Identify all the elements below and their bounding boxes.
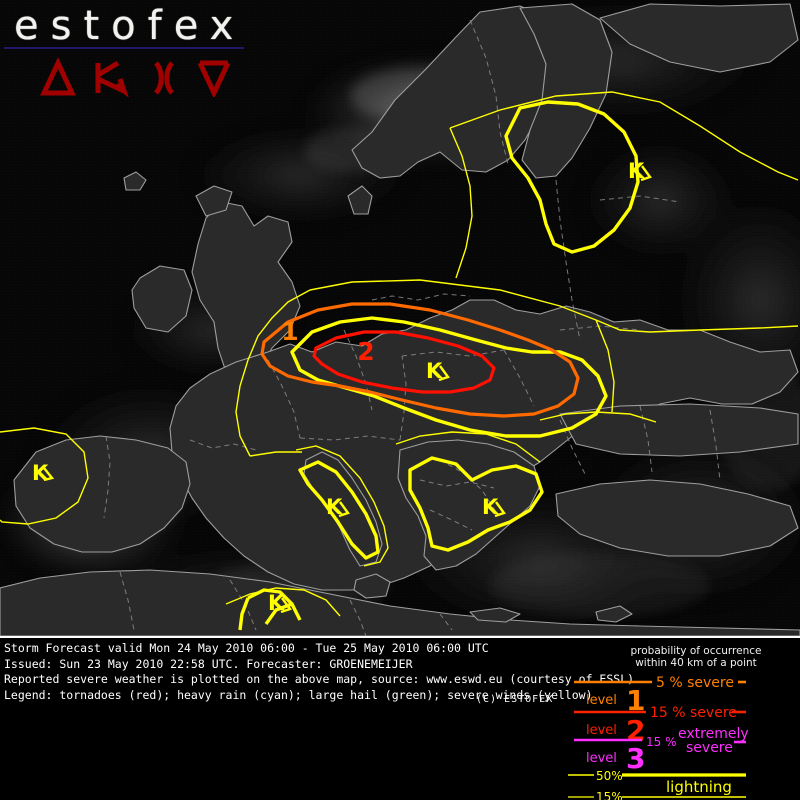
footer-panel: Storm Forecast valid Mon 24 May 2010 06:… [0, 638, 800, 800]
hourglass-symbol [153, 61, 175, 95]
storm-report-markers: K K K K K [32, 159, 652, 615]
legend-entry-level-3[interactable]: 15 % extremely severe level 3 [574, 726, 749, 775]
svg-text:K: K [426, 359, 443, 383]
level-2-label-text: level [586, 723, 617, 738]
map-canvas[interactable]: 1 2 K K K K [0, 0, 800, 636]
level-1-contour [260, 302, 580, 418]
marker-north-africa[interactable]: K [268, 591, 292, 615]
legend-title-line1: probability of occurrence [630, 645, 761, 657]
legend-panel: probability of occurrence within 40 km o… [556, 640, 800, 800]
map-graphics: 1 2 K K K K [0, 0, 800, 636]
logo-symbol-row [40, 57, 231, 97]
level-1-number: 1 [626, 684, 645, 717]
lightning-50-label: 50% [596, 769, 623, 783]
lightning-50-contours [238, 100, 640, 631]
legend-graphics: probability of occurrence within 40 km o… [568, 645, 762, 800]
legend-title-line2: within 40 km of a point [635, 657, 757, 669]
marker-central-europe[interactable]: K [426, 359, 450, 383]
copyright-notice: (C) ESTOFEX [476, 694, 554, 705]
level-2-label: 2 [357, 337, 374, 366]
level-1-label-text: level [586, 693, 617, 708]
legend-entry-level-1[interactable]: 5 % severe level 1 [574, 675, 746, 717]
marker-balkans[interactable]: K [482, 495, 506, 519]
forecast-validity-line: Storm Forecast valid Mon 24 May 2010 06:… [4, 641, 489, 655]
marker-italy[interactable]: K [326, 495, 350, 519]
country-borders [103, 19, 721, 636]
svg-text:K: K [268, 591, 285, 615]
svg-text:K: K [628, 159, 645, 183]
forecast-source-line: Reported severe weather is plotted on th… [4, 672, 635, 686]
legend-entry-level-2[interactable]: 15 % severe level 2 [574, 705, 746, 747]
contour-labels: 1 2 [281, 317, 374, 366]
legend-entry-lightning[interactable]: 50% lightning 15% [568, 769, 746, 800]
lightning-label: lightning [666, 778, 732, 796]
marker-scandinavia[interactable]: K [628, 159, 652, 183]
svg-text:K: K [482, 495, 499, 519]
forecast-metadata: Storm Forecast valid Mon 24 May 2010 06:… [4, 641, 635, 703]
level-3-probability: 15 % [646, 735, 677, 749]
coastlines [0, 3, 800, 636]
level-3-extreme-line2: severe [686, 740, 733, 756]
footer-divider [0, 636, 800, 638]
forecast-legend-line: Legend: tornadoes (red); heavy rain (cya… [4, 687, 593, 702]
level-3-extreme-line1: extremely [678, 726, 749, 742]
svg-text:K: K [326, 495, 343, 519]
level-1-label: 1 [281, 317, 298, 346]
estofex-logo[interactable]: estofex [0, 0, 250, 100]
level-2-contour [312, 330, 496, 394]
level-1-probability: 5 % severe [656, 675, 734, 691]
level-2-probability: 15 % severe [650, 705, 737, 721]
svg-text:K: K [32, 461, 49, 485]
forecast-issued-line: Issued: Sun 23 May 2010 22:58 UTC. Forec… [4, 656, 413, 671]
lightning-15-contours [0, 91, 799, 617]
logo-divider [4, 47, 244, 49]
inverted-triangle-symbol [197, 60, 231, 97]
triangle-symbol [40, 57, 76, 96]
lightning-15-label: 15% [596, 790, 623, 800]
level-3-number: 3 [626, 742, 645, 775]
level-3-label-text: level [586, 751, 617, 766]
lightning-arrow-symbol [95, 60, 129, 97]
marker-iberia-atlantic[interactable]: K [32, 461, 55, 485]
logo-wordmark: estofex [14, 3, 246, 49]
